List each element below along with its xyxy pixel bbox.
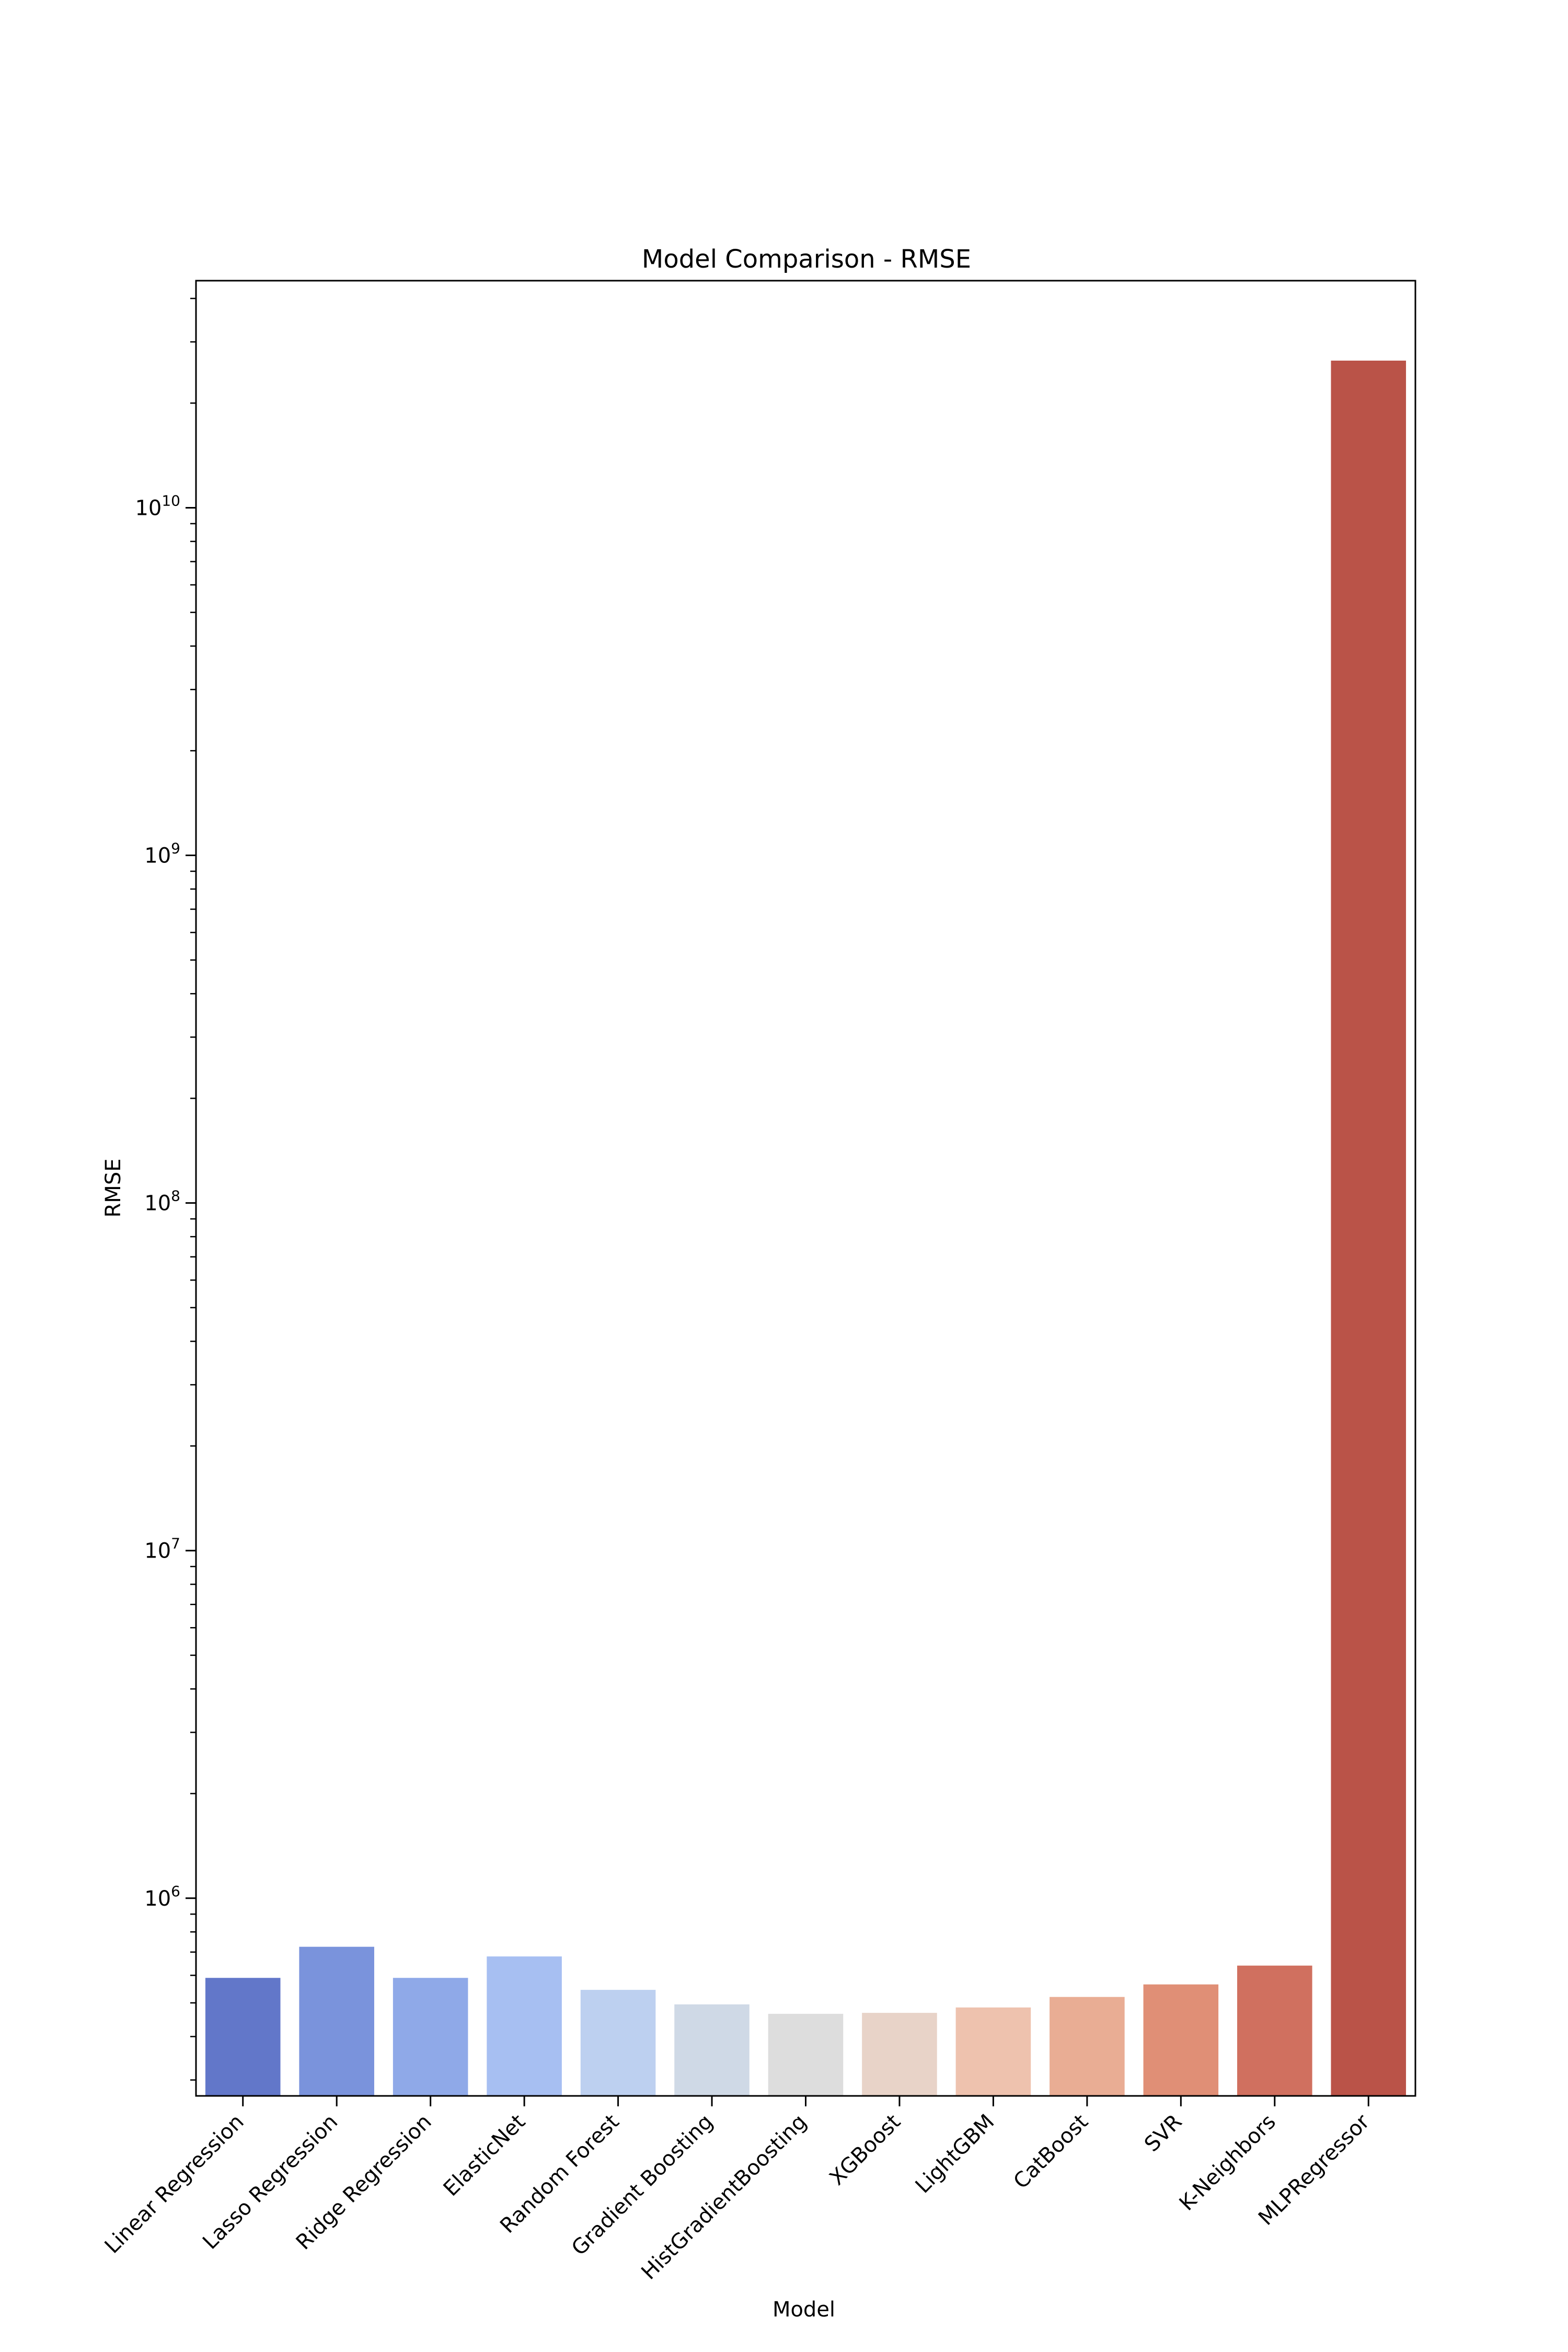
bar [1237, 1965, 1312, 2096]
bar [580, 1990, 656, 2096]
bar [393, 1978, 468, 2096]
chart-title: Model Comparison - RMSE [642, 245, 971, 274]
x-axis-label: Model [773, 2298, 835, 2322]
y-tick-label: 107 [144, 1535, 180, 1563]
x-tick-label: LightGBM [911, 2110, 999, 2198]
bar [768, 2013, 844, 2096]
plot-frame [195, 280, 1416, 2097]
y-tick-label: 1010 [135, 492, 180, 520]
x-tick-label: HistGradientBoosting [637, 2110, 811, 2285]
bar [1331, 360, 1406, 2096]
bar [955, 2007, 1031, 2096]
y-tick-label: 108 [144, 1187, 180, 1216]
y-tick-label: 109 [144, 840, 180, 868]
y-minor-ticks [190, 297, 196, 2081]
y-tick-label: 106 [144, 1883, 180, 1911]
bar [299, 1946, 374, 2096]
bar [487, 1956, 562, 2096]
bar [205, 1978, 281, 2096]
bar [1143, 1984, 1219, 2096]
x-tick-label: SVR [1140, 2110, 1186, 2157]
x-tick-label: CatBoost [1009, 2110, 1093, 2194]
bar [862, 2013, 937, 2096]
x-tick-label: XGBoost [825, 2110, 905, 2190]
bar [1050, 1997, 1125, 2096]
y-axis-label: RMSE [101, 1159, 125, 1218]
x-tick-label: K-Neighbors [1175, 2110, 1281, 2216]
y-major-ticks: 106 107 108 109 1010 [135, 492, 196, 1911]
bars-group [205, 360, 1406, 2096]
x-tick-label: ElasticNet [439, 2110, 530, 2201]
bar [674, 2004, 750, 2096]
